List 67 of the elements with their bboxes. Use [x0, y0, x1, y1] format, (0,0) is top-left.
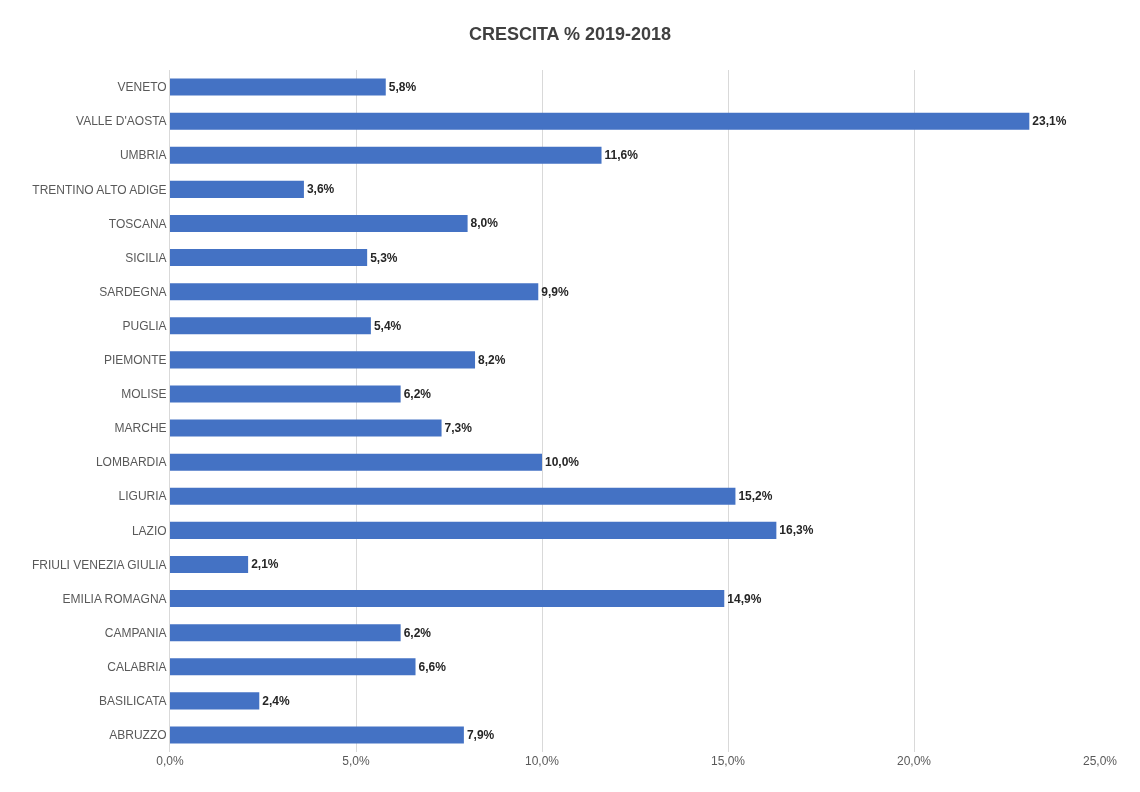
- bar: [170, 624, 401, 642]
- y-tick-label: ABRUZZO: [109, 728, 167, 743]
- data-label: 8,2%: [478, 352, 506, 367]
- x-tick-label: 20,0%: [896, 754, 932, 768]
- y-tick-label: MOLISE: [121, 387, 167, 402]
- data-label: 2,1%: [251, 557, 279, 572]
- x-tick-label: 0,0%: [156, 754, 184, 768]
- data-label: 15,2%: [738, 489, 773, 504]
- bar: [170, 521, 777, 539]
- x-tick-label: 25,0%: [1082, 754, 1118, 768]
- data-label: 16,3%: [779, 523, 814, 538]
- bar: [170, 180, 304, 198]
- data-label: 8,0%: [470, 216, 499, 231]
- y-tick-label: CALABRIA: [107, 659, 167, 674]
- data-label: 3,6%: [306, 182, 335, 197]
- x-tick-label: 15,0%: [710, 754, 746, 768]
- y-tick-label: SICILIA: [125, 250, 167, 265]
- data-label: 6,6%: [418, 659, 447, 674]
- data-label: 9,9%: [541, 284, 569, 299]
- data-label: 6,2%: [403, 625, 432, 640]
- bar: [170, 658, 416, 676]
- data-label: 14,9%: [727, 591, 762, 606]
- bar: [170, 590, 725, 608]
- bar: [170, 555, 249, 573]
- y-tick-label: TOSCANA: [108, 216, 167, 231]
- bar: [170, 487, 736, 505]
- y-tick-label: SARDEGNA: [99, 284, 167, 299]
- data-label: 7,9%: [466, 727, 495, 742]
- y-tick-label: BASILICATA: [99, 694, 167, 709]
- y-tick-label: LAZIO: [131, 523, 167, 538]
- data-label: 5,4%: [373, 318, 402, 333]
- chart-title: CRESCITA % 2019-2018: [468, 24, 672, 45]
- bar: [170, 78, 386, 96]
- data-label: 10,0%: [545, 455, 580, 470]
- y-tick-label: MARCHE: [114, 421, 167, 436]
- x-tick-label: 10,0%: [524, 754, 560, 768]
- data-label: 2,4%: [262, 693, 290, 708]
- bar: [170, 453, 542, 471]
- y-tick-label: LOMBARDIA: [95, 455, 167, 470]
- bar: [170, 419, 442, 437]
- bar: [170, 317, 371, 335]
- bar: [170, 385, 401, 403]
- bar: [170, 283, 539, 301]
- data-label: 6,2%: [403, 386, 432, 401]
- y-tick-label: PIEMONTE: [103, 353, 167, 368]
- data-label: 7,3%: [444, 421, 473, 436]
- data-label: 5,8%: [388, 80, 417, 95]
- y-tick-label: PUGLIA: [122, 318, 167, 333]
- y-tick-label: VENETO: [117, 80, 167, 95]
- bar: [170, 351, 476, 369]
- bar: [170, 249, 368, 267]
- y-tick-label: TRENTINO ALTO ADIGE: [32, 182, 167, 197]
- y-tick-label: VALLE D'AOSTA: [76, 114, 167, 129]
- bar: [170, 112, 1030, 130]
- y-tick-label: LIGURIA: [118, 489, 167, 504]
- bar: [170, 692, 260, 710]
- y-tick-label: CAMPANIA: [104, 625, 167, 640]
- data-label: 5,3%: [370, 250, 398, 265]
- y-tick-label: FRIULI VENEZIA GIULIA: [31, 557, 167, 572]
- y-tick-label: EMILIA ROMAGNA: [62, 591, 167, 606]
- x-tick-label: 5,0%: [342, 754, 370, 768]
- bar: [170, 214, 468, 232]
- bar: [170, 146, 602, 164]
- y-tick-label: UMBRIA: [119, 148, 167, 163]
- bar: [170, 726, 464, 744]
- data-label: 23,1%: [1032, 114, 1067, 129]
- data-label: 11,6%: [604, 148, 639, 163]
